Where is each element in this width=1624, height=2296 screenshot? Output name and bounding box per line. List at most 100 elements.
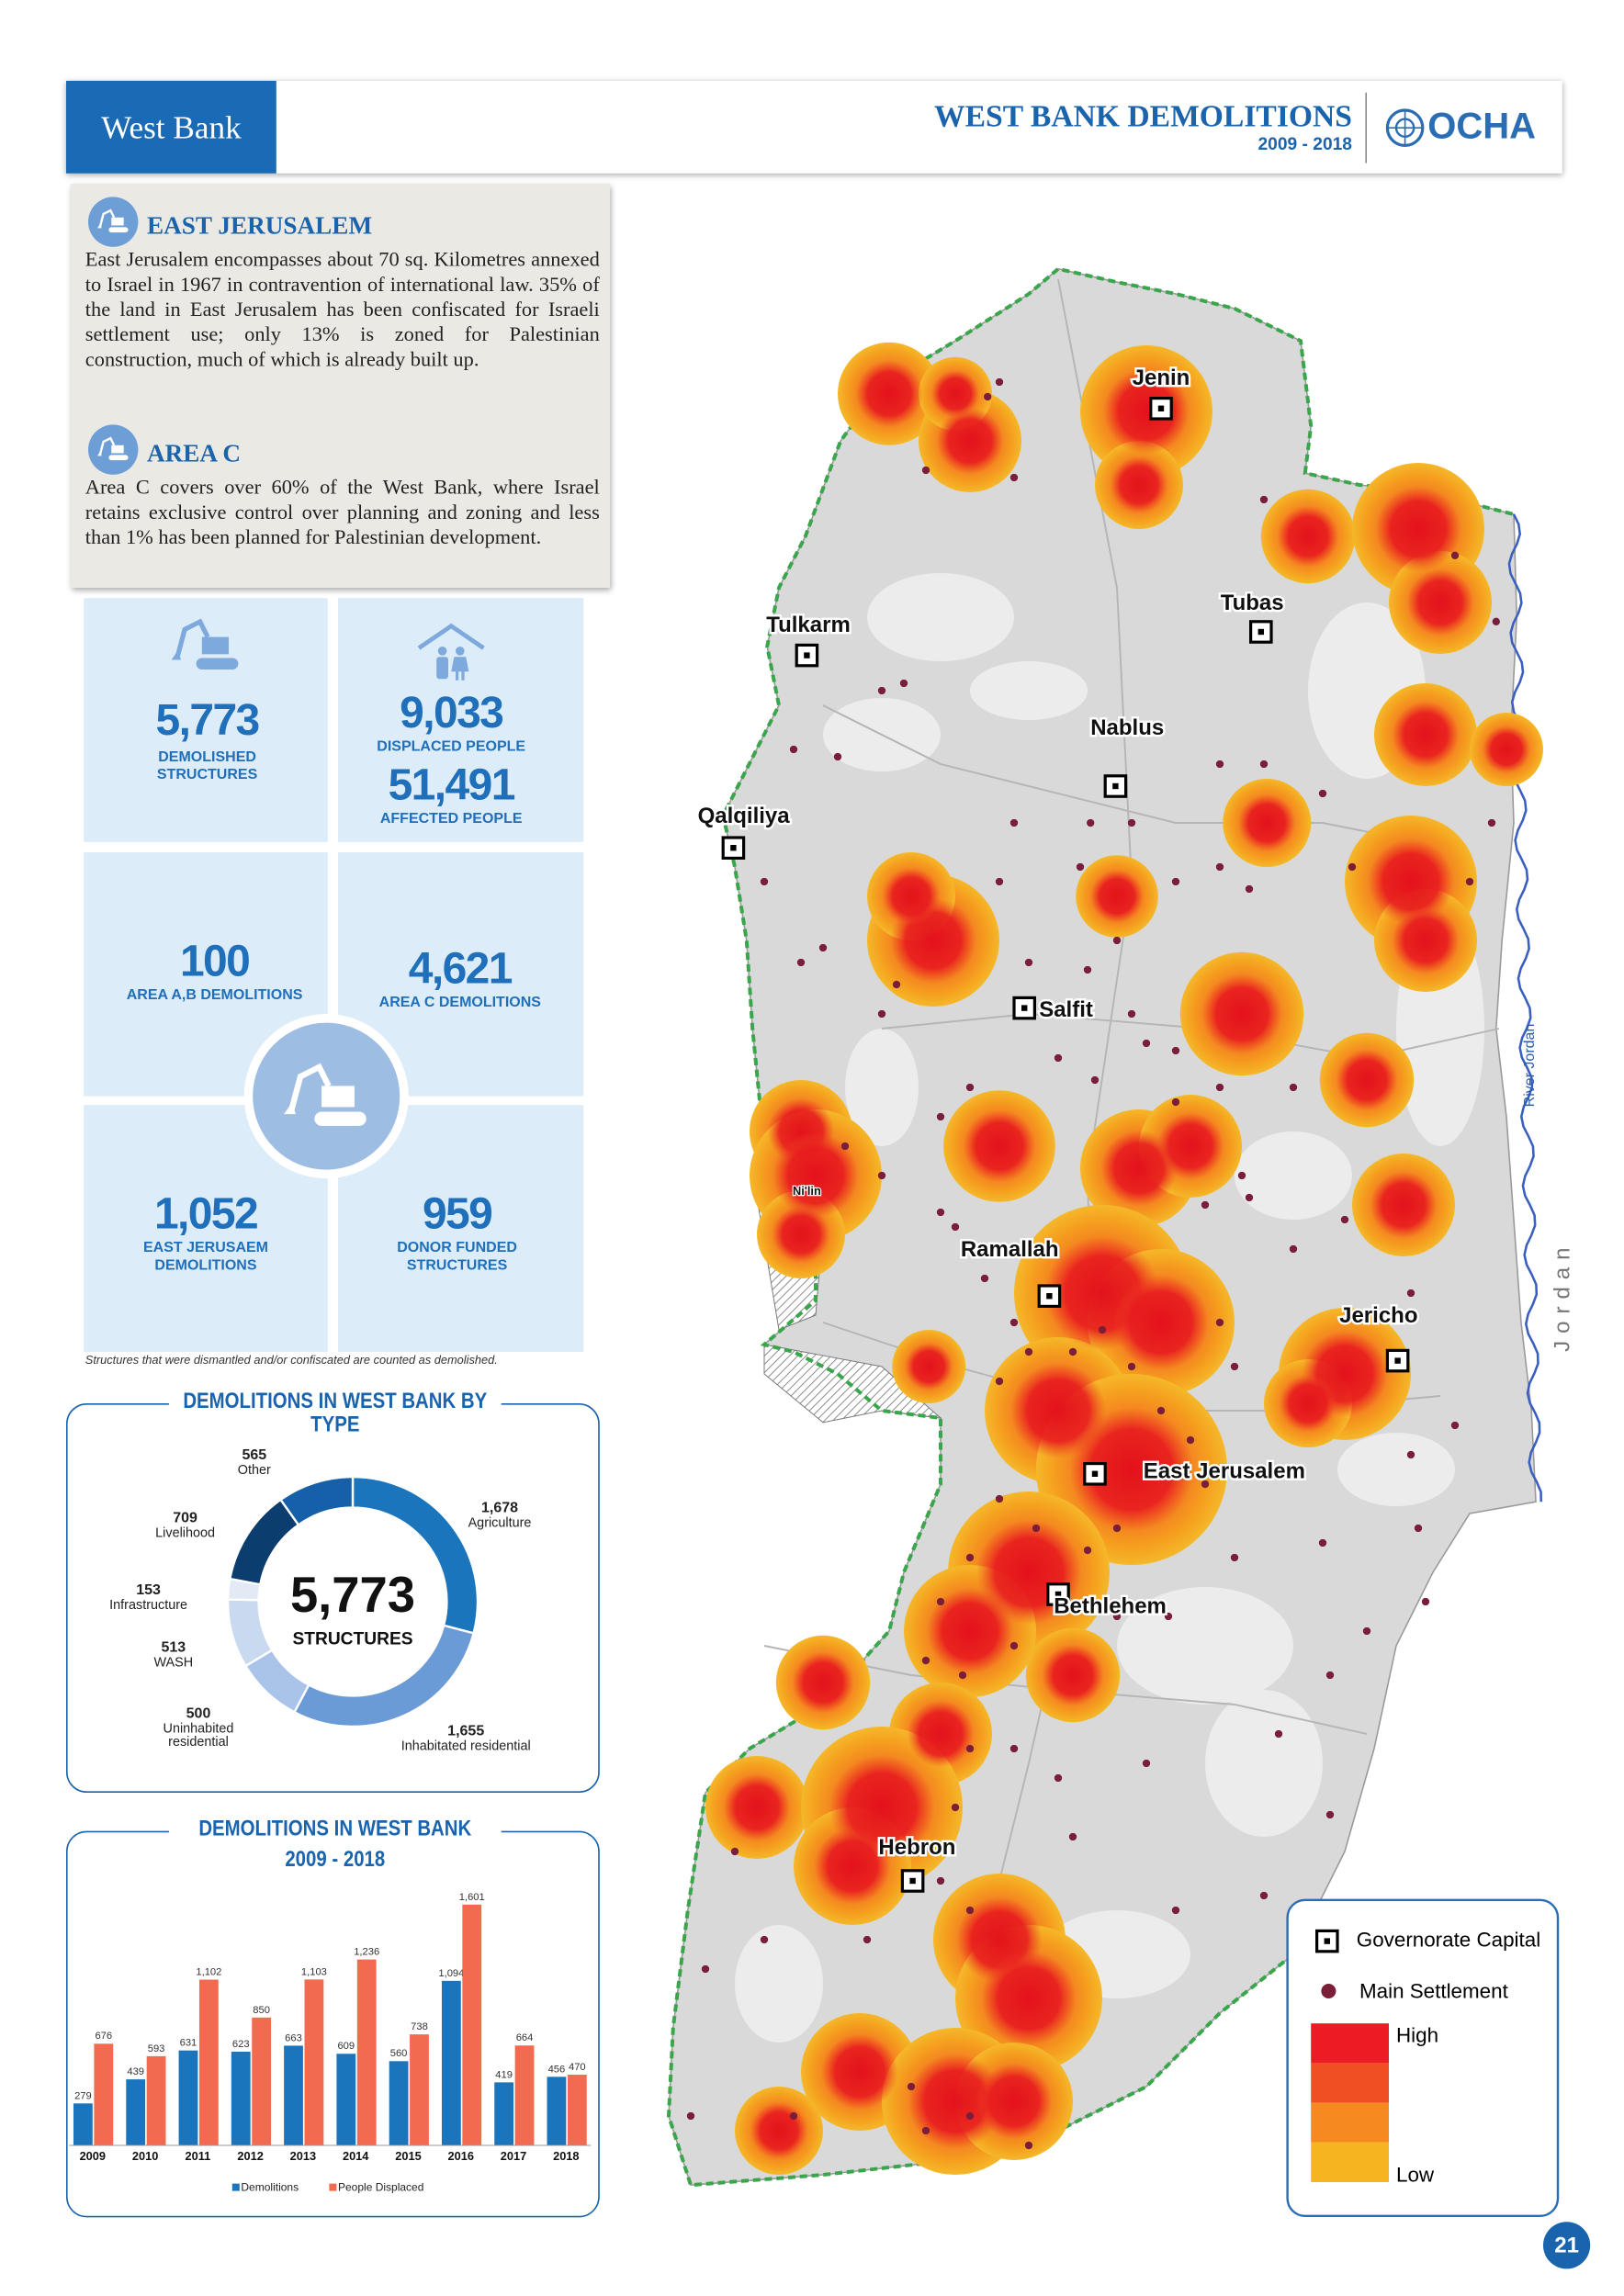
place-label: Tubas	[1221, 591, 1284, 615]
bar	[514, 2045, 535, 2145]
place-label: Ramallah	[961, 1237, 1059, 1262]
heat-core	[855, 360, 923, 428]
page-number: 21	[1554, 2234, 1579, 2258]
settlement	[1215, 862, 1224, 872]
x-tick-label: 2018	[553, 2149, 579, 2163]
settlement	[1487, 818, 1496, 827]
heat-core	[1406, 568, 1474, 636]
capital-symbol	[1324, 1938, 1330, 1944]
period: 2009 - 2018	[1257, 133, 1353, 154]
paragraph: Area C covers over 60% of the West Bank,…	[85, 478, 600, 550]
stat-value: 100	[179, 937, 251, 986]
bar-value-label: 850	[253, 2005, 270, 2016]
place-label: Tulkarm	[766, 613, 851, 637]
value-label: 513	[161, 1639, 186, 1657]
capital-marker	[1021, 1005, 1028, 1011]
settlement	[1024, 958, 1033, 967]
capital-marker	[730, 845, 737, 851]
settlement	[951, 1803, 960, 1812]
settlement	[1098, 1325, 1107, 1334]
settlement	[1090, 1075, 1100, 1085]
settlement	[1083, 965, 1092, 974]
stat-value: 9,033	[400, 689, 504, 738]
settlement	[1009, 1318, 1019, 1327]
bar-value-label: 631	[180, 2038, 197, 2049]
stat-label: DEMOLISHED STRUCTURES	[156, 749, 258, 783]
settlement	[936, 1112, 945, 1121]
settlement	[1325, 1671, 1335, 1680]
terrain-patch	[1235, 1131, 1352, 1220]
settlement	[1215, 1318, 1224, 1327]
donut-center-value: 5,773	[290, 1567, 415, 1623]
stat-value: 4,621	[408, 944, 513, 994]
bar	[410, 2034, 429, 2145]
settlement	[1348, 862, 1357, 872]
settlement-symbol	[1321, 1984, 1336, 1998]
settlement	[1112, 936, 1122, 945]
settlement	[1340, 1215, 1349, 1224]
stat-label: AREA A,B DEMOLITIONS	[126, 987, 303, 1004]
bar-value-label: 1,094	[438, 1968, 464, 1979]
settlement	[1215, 1083, 1224, 1092]
heading-icon	[88, 197, 139, 247]
settlement	[1142, 1759, 1151, 1768]
settlement	[1032, 1524, 1041, 1533]
settlement	[1186, 1435, 1195, 1445]
donut-label: 709 Livelihood	[127, 1511, 244, 1540]
section-tab: West Bank	[66, 81, 276, 174]
settlement	[995, 877, 1004, 886]
heat-core	[773, 1132, 859, 1219]
terrain-patch	[1117, 1587, 1293, 1705]
settlement	[936, 1208, 945, 1217]
heading: EAST JERUSALEM	[147, 211, 373, 240]
x-tick-label: 2013	[290, 2149, 316, 2163]
stat-value: 5,773	[155, 696, 261, 746]
settlement	[1215, 760, 1224, 769]
info-panel: EAST JERUSALEM East Jerusalem encompasse…	[70, 184, 611, 588]
heat-core	[882, 867, 941, 926]
settlement	[1127, 1362, 1136, 1371]
heat-core	[1375, 486, 1461, 572]
heat-core	[1110, 456, 1168, 514]
bar	[146, 2055, 166, 2145]
stat-cell	[338, 598, 584, 842]
terrain-patch	[970, 661, 1088, 720]
value-label: 153	[136, 1582, 161, 1599]
heat-core	[1277, 505, 1339, 568]
settlement	[1289, 1083, 1298, 1092]
x-tick-label: 2017	[501, 2149, 526, 2163]
bar	[284, 2045, 303, 2145]
settlement	[965, 2111, 975, 2121]
settlement	[760, 1935, 769, 1944]
hatched-area	[763, 1344, 942, 1424]
donut-segment	[228, 1498, 300, 1586]
stat-value: 51,491	[388, 760, 516, 810]
heat-core	[905, 1343, 953, 1390]
settlement	[1289, 1244, 1298, 1254]
logo-text: OCHA	[1427, 106, 1536, 147]
bar	[73, 2103, 93, 2145]
value-label: 709	[173, 1510, 197, 1527]
heat-core	[1483, 726, 1530, 773]
heat-core	[1042, 1644, 1104, 1706]
category-label: Uninhabited residential	[163, 1720, 234, 1749]
settlement	[1112, 1524, 1122, 1533]
heading: AREA C	[147, 439, 242, 467]
stat-value: 1,052	[153, 1190, 259, 1239]
un-emblem	[1385, 108, 1425, 148]
settlement	[1054, 1773, 1063, 1783]
stat-label: DISPLACED PEOPLE	[377, 738, 526, 756]
legend-label: Low	[1396, 2164, 1435, 2187]
bar	[567, 2075, 587, 2145]
donut-label: 1,678 Agriculture	[419, 1501, 581, 1530]
stat-label: AREA C DEMOLITIONS	[378, 995, 541, 1011]
settlement	[1465, 877, 1474, 886]
donut-label: 513 WASH	[130, 1640, 218, 1670]
settlement	[1009, 1744, 1019, 1753]
heat-core	[821, 2033, 898, 2110]
bar-value-label: 609	[337, 2041, 355, 2052]
paragraph: East Jerusalem encompasses about 70 sq. …	[85, 250, 600, 372]
settlement	[980, 1274, 989, 1283]
settlement	[995, 1494, 1004, 1503]
donut-center-label: STRUCTURES	[292, 1630, 412, 1649]
